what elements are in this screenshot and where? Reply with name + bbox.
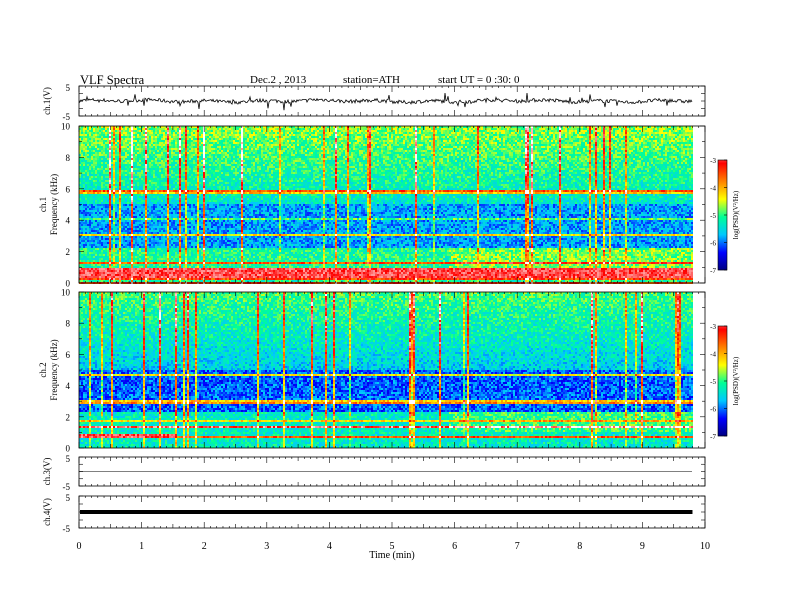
ch4w-ylabel: ch.4(V)	[42, 498, 52, 526]
ch1w-trace	[79, 93, 692, 110]
s2-ytick-label: 8	[66, 319, 71, 329]
ch4w-trace	[80, 510, 692, 514]
s2-heatmap	[79, 292, 693, 448]
s2-colorbar-label: log(PSD)(V²/Hz)	[732, 356, 740, 405]
s1-colorbar-label: log(PSD)(V²/Hz)	[732, 190, 740, 239]
s1-ylabel: Frequency (kHz)	[49, 174, 59, 235]
s1-ytick-label: 8	[66, 153, 71, 163]
xtick-label-7: 7	[515, 541, 520, 552]
xtick-label-10: 10	[700, 541, 710, 552]
s1-channel-label: ch.1	[38, 197, 48, 212]
s2-colorbar-tick-label: -6	[710, 406, 716, 414]
ch4w-ytick-label-bottom: -5	[63, 524, 71, 534]
s1-colorbar-tick-label: -7	[710, 267, 716, 275]
s2-ylabel: Frequency (kHz)	[49, 339, 59, 400]
xtick-label-1: 1	[139, 541, 144, 552]
s1-ytick-label: 10	[61, 122, 71, 132]
s2-ytick-label: 4	[66, 381, 71, 391]
s1-colorbar-tick-label: -6	[710, 240, 716, 248]
s2-ytick-label: 10	[61, 288, 71, 298]
s2-ytick-label: 0	[66, 444, 71, 454]
ch3w-ytick-label-top: 5	[66, 454, 71, 464]
xtick-label-4: 4	[327, 541, 332, 552]
s2-ytick-label: 6	[66, 350, 71, 360]
xtick-label-3: 3	[264, 541, 269, 552]
xtick-label-9: 9	[640, 541, 645, 552]
xtick-label-0: 0	[77, 541, 82, 552]
ch1w-ytick-label-bottom: -5	[63, 112, 71, 122]
s2-colorbar-tick-label: -3	[710, 323, 716, 331]
ch3w-ytick-label-bottom: -5	[63, 482, 71, 492]
s1-ytick-label: 4	[66, 216, 71, 226]
xtick-label-8: 8	[577, 541, 582, 552]
s1-ytick-label: 6	[66, 184, 71, 194]
s2-colorbar-tick-label: -4	[710, 351, 716, 359]
s2-colorbar-tick-label: -5	[710, 378, 716, 386]
xaxis-label: Time (min)	[369, 550, 414, 561]
ch3w-ylabel: ch.3(V)	[42, 458, 52, 486]
s1-colorbar-tick-label: -5	[710, 212, 716, 220]
ch1w-ytick-label-top: 5	[66, 83, 71, 93]
ch4w-ytick-label-top: 5	[66, 493, 71, 503]
s1-colorbar-tick-label: -3	[710, 157, 716, 165]
s1-heatmap	[79, 126, 693, 284]
s1-ytick-label: 2	[66, 247, 71, 257]
ch1w-ylabel: ch.1(V)	[42, 87, 52, 115]
s2-channel-label: ch.2	[38, 362, 48, 377]
xtick-label-2: 2	[202, 541, 207, 552]
s2-ytick-label: 2	[66, 412, 71, 422]
s1-colorbar-tick-label: -4	[710, 185, 716, 193]
xtick-label-6: 6	[452, 541, 457, 552]
vlf-spectra-figure: 5-5ch.1(V)0246810ch.1 Frequency (kHz)-3-4…	[0, 0, 792, 612]
s2-colorbar-tick-label: -7	[710, 433, 716, 441]
